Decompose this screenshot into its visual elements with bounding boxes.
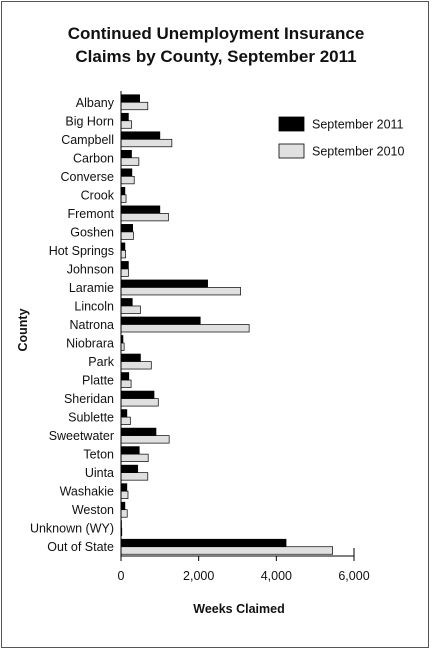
bar-teton-september-2011	[120, 446, 140, 455]
bar-crook-september-2010	[120, 194, 127, 203]
x-ticks: 0 2,000 4,000 6,000	[118, 548, 370, 583]
bar-carbon-september-2010	[120, 157, 140, 166]
category-label-sublette: Sublette	[68, 411, 114, 425]
bar-sheridan-september-2010	[120, 398, 159, 407]
category-label-albany: Albany	[76, 96, 115, 110]
category-labels: Albany Big Horn Campbell Carbon Converse Croo…	[30, 96, 115, 554]
bar-big-horn-september-2011	[120, 112, 129, 122]
bar-campbell-september-2011	[120, 131, 161, 140]
bar-goshen-september-2011	[120, 224, 133, 233]
category-label-big-horn: Big Horn	[65, 114, 114, 128]
category-label-washakie: Washakie	[60, 485, 114, 499]
category-label-natrona: Natrona	[70, 318, 115, 332]
category-label-hot-springs: Hot Springs	[49, 244, 114, 258]
category-label-niobrara: Niobrara	[66, 337, 114, 351]
legend-label-september-2011: September 2011	[312, 118, 404, 132]
bar-natrona-september-2011	[120, 316, 201, 325]
bar-sheridan-september-2011	[120, 390, 155, 399]
chart-title-line-2: Claims by County, September 2011	[75, 47, 357, 66]
category-label-johnson: Johnson	[67, 262, 114, 276]
chart-title: Continued Unemployment Insurance Claims …	[0, 22, 432, 68]
bar-out-of-state-september-2010	[120, 546, 333, 555]
bar-carbon-september-2011	[120, 149, 132, 159]
bar-sublette-september-2011	[120, 409, 128, 418]
bar-crook-september-2011	[120, 187, 126, 196]
bar-platte-september-2010	[120, 379, 132, 388]
bar-teton-september-2010	[120, 453, 149, 462]
y-axis-title: County	[16, 308, 30, 351]
category-label-weston: Weston	[72, 503, 114, 517]
bar-converse-september-2010	[120, 175, 135, 185]
x-tick-label-0: 0	[118, 569, 125, 583]
bar-hot-springs-september-2010	[120, 250, 127, 259]
bar-campbell-september-2010	[120, 138, 173, 148]
bar-washakie-september-2011	[120, 483, 128, 492]
bar-natrona-september-2010	[120, 324, 250, 333]
bar-johnson-september-2011	[120, 261, 129, 270]
x-tick-label-1: 2,000	[183, 569, 214, 583]
axes-group	[120, 91, 354, 557]
bar-lincoln-september-2011	[120, 298, 133, 307]
category-label-laramie: Laramie	[69, 281, 114, 295]
bar-fremont-september-2011	[120, 205, 161, 214]
category-label-goshen: Goshen	[70, 225, 114, 239]
x-tick-label-2: 4,000	[261, 569, 292, 583]
bar-uinta-september-2011	[120, 464, 139, 474]
category-label-sweetwater: Sweetwater	[49, 429, 114, 443]
bar-albany-september-2011	[120, 94, 140, 103]
bar-laramie-september-2011	[120, 279, 208, 288]
bar-albany-september-2010	[120, 101, 149, 111]
bar-out-of-state-september-2011	[120, 538, 287, 548]
category-label-park: Park	[88, 355, 114, 369]
legend: September 2011 September 2010	[278, 116, 404, 159]
bars-group	[120, 94, 333, 555]
category-label-uinta: Uinta	[85, 466, 114, 480]
bar-laramie-september-2010	[120, 287, 241, 296]
category-label-platte: Platte	[82, 374, 114, 388]
category-label-crook: Crook	[81, 188, 115, 202]
bar-weston-september-2011	[120, 501, 126, 511]
legend-swatch-september-2011	[278, 116, 305, 132]
chart-title-line-1: Continued Unemployment Insurance	[67, 24, 365, 43]
bar-big-horn-september-2010	[120, 120, 132, 129]
bar-sweetwater-september-2010	[120, 435, 170, 444]
legend-label-september-2010: September 2010	[312, 145, 404, 159]
category-label-lincoln: Lincoln	[74, 299, 114, 313]
bar-washakie-september-2010	[120, 490, 129, 500]
bar-sweetwater-september-2011	[120, 427, 157, 436]
category-label-fremont: Fremont	[67, 207, 114, 221]
bar-weston-september-2010	[120, 509, 128, 518]
bar-lincoln-september-2010	[120, 305, 141, 314]
category-label-campbell: Campbell	[61, 133, 114, 147]
bar-goshen-september-2010	[120, 231, 134, 240]
x-tick-label-3: 6,000	[338, 569, 369, 583]
legend-swatch-september-2010	[278, 143, 305, 159]
bar-park-september-2010	[120, 361, 152, 370]
bar-uinta-september-2010	[120, 472, 149, 481]
bar-hot-springs-september-2011	[120, 242, 126, 251]
category-label-teton: Teton	[83, 448, 114, 462]
bar-platte-september-2011	[120, 372, 130, 381]
category-label-out-of-state: Out of State	[47, 540, 114, 554]
category-label-unknown-wy: Unknown (WY)	[30, 522, 114, 536]
bar-johnson-september-2010	[120, 268, 129, 277]
category-label-sheridan: Sheridan	[64, 392, 114, 406]
category-label-carbon: Carbon	[73, 151, 114, 165]
bar-park-september-2011	[120, 353, 141, 362]
bar-converse-september-2011	[120, 168, 133, 177]
category-label-converse: Converse	[61, 170, 115, 184]
x-axis-title: Weeks Claimed	[193, 602, 284, 616]
bar-sublette-september-2010	[120, 416, 131, 425]
bar-fremont-september-2010	[120, 213, 169, 222]
